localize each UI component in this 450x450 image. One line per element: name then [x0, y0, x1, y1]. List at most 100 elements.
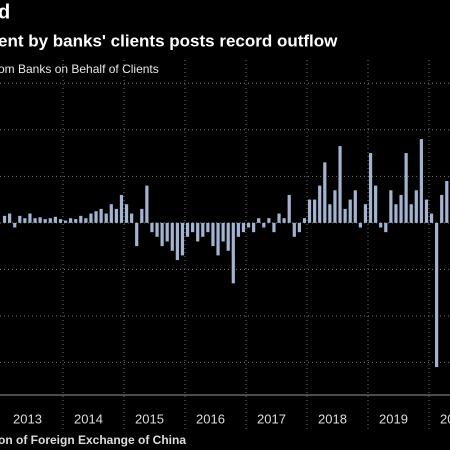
- bar: [282, 218, 286, 223]
- bar: [287, 194, 291, 223]
- bar: [206, 222, 210, 233]
- bar: [419, 139, 423, 223]
- bar: [231, 222, 235, 284]
- bar: [63, 220, 68, 223]
- bar: [277, 213, 281, 223]
- bar: [252, 222, 256, 233]
- bar: [379, 222, 383, 228]
- x-tick-label: 2015: [135, 411, 164, 426]
- bar: [89, 213, 93, 223]
- bar: [313, 199, 317, 223]
- bar: [58, 219, 63, 223]
- bar: [318, 185, 322, 223]
- bar: [196, 222, 200, 242]
- bar: [114, 208, 118, 223]
- bar: [140, 208, 144, 223]
- bar: [155, 222, 159, 237]
- bar: [363, 204, 368, 223]
- bar: [104, 213, 108, 223]
- bar: [368, 153, 373, 223]
- bar: [38, 217, 42, 223]
- bar: [23, 218, 27, 223]
- bar: [292, 222, 296, 237]
- bar: [338, 146, 342, 223]
- bar: [135, 222, 139, 247]
- bar: [257, 218, 261, 223]
- bar: [409, 204, 413, 223]
- bar: [69, 218, 73, 223]
- bar: [389, 190, 393, 223]
- bar: [343, 208, 347, 223]
- chart-title: d: [0, 1, 10, 23]
- source: on of Foreign Exchange of China: [0, 433, 186, 447]
- bar: [191, 222, 195, 233]
- bar: [109, 204, 113, 223]
- x-tick-label: 2020: [440, 411, 450, 426]
- bar: [216, 222, 220, 256]
- bar: [8, 213, 12, 223]
- bar: [180, 222, 185, 256]
- bar: [124, 204, 129, 223]
- bar: [435, 222, 439, 368]
- x-tick-label: 2017: [257, 411, 286, 426]
- bar: [374, 185, 378, 223]
- bar: [440, 194, 444, 223]
- bar: [170, 222, 174, 251]
- bar: [99, 208, 103, 223]
- bar: [297, 222, 301, 233]
- bar: [53, 216, 57, 223]
- bar: [302, 218, 307, 223]
- bar: [79, 215, 83, 223]
- bar: [211, 222, 215, 247]
- bar: [165, 222, 169, 242]
- bar: [150, 222, 154, 233]
- bar: [236, 222, 240, 237]
- bar: [333, 190, 337, 223]
- bar: [28, 213, 32, 223]
- bar: [33, 218, 37, 223]
- bar: [130, 213, 134, 223]
- bar: [348, 199, 352, 223]
- x-tick-label: 2019: [379, 411, 408, 426]
- bar: [201, 222, 205, 237]
- x-tick-label: 2014: [74, 411, 103, 426]
- bar: [74, 219, 78, 223]
- y-axis-title: om Banks on Behalf of Clients: [0, 62, 159, 76]
- bar: [429, 213, 434, 223]
- bar: [262, 222, 266, 228]
- bar: [424, 199, 429, 223]
- bar: [414, 190, 418, 223]
- chart-subtitle: ent by banks' clients posts record outfl…: [0, 31, 338, 50]
- bar: [384, 222, 388, 233]
- x-tick-label: 2013: [13, 411, 42, 426]
- bar: [394, 204, 398, 223]
- bar: [185, 222, 190, 237]
- bar: [48, 218, 52, 223]
- bar: [272, 222, 276, 233]
- bar: [18, 215, 22, 223]
- bar: [358, 222, 362, 228]
- bar: [241, 222, 246, 233]
- bar: [221, 222, 225, 242]
- bar: [246, 222, 251, 228]
- bar: [328, 204, 332, 223]
- bar: [307, 199, 312, 223]
- bar: [226, 222, 230, 251]
- x-tick-label: 2018: [318, 411, 347, 426]
- bar: [267, 218, 271, 223]
- x-tick-label: 2016: [196, 411, 225, 426]
- bar: [353, 190, 357, 223]
- bar: [2, 215, 7, 223]
- bar: [160, 222, 164, 247]
- bar: [84, 218, 88, 223]
- bar: [404, 153, 408, 223]
- bar: [119, 194, 124, 223]
- bar: [43, 219, 47, 223]
- bar: [145, 185, 149, 223]
- bar: [399, 194, 403, 223]
- bar: [323, 162, 327, 223]
- bar: [175, 222, 179, 261]
- bar: [13, 222, 17, 228]
- bar: [94, 211, 98, 223]
